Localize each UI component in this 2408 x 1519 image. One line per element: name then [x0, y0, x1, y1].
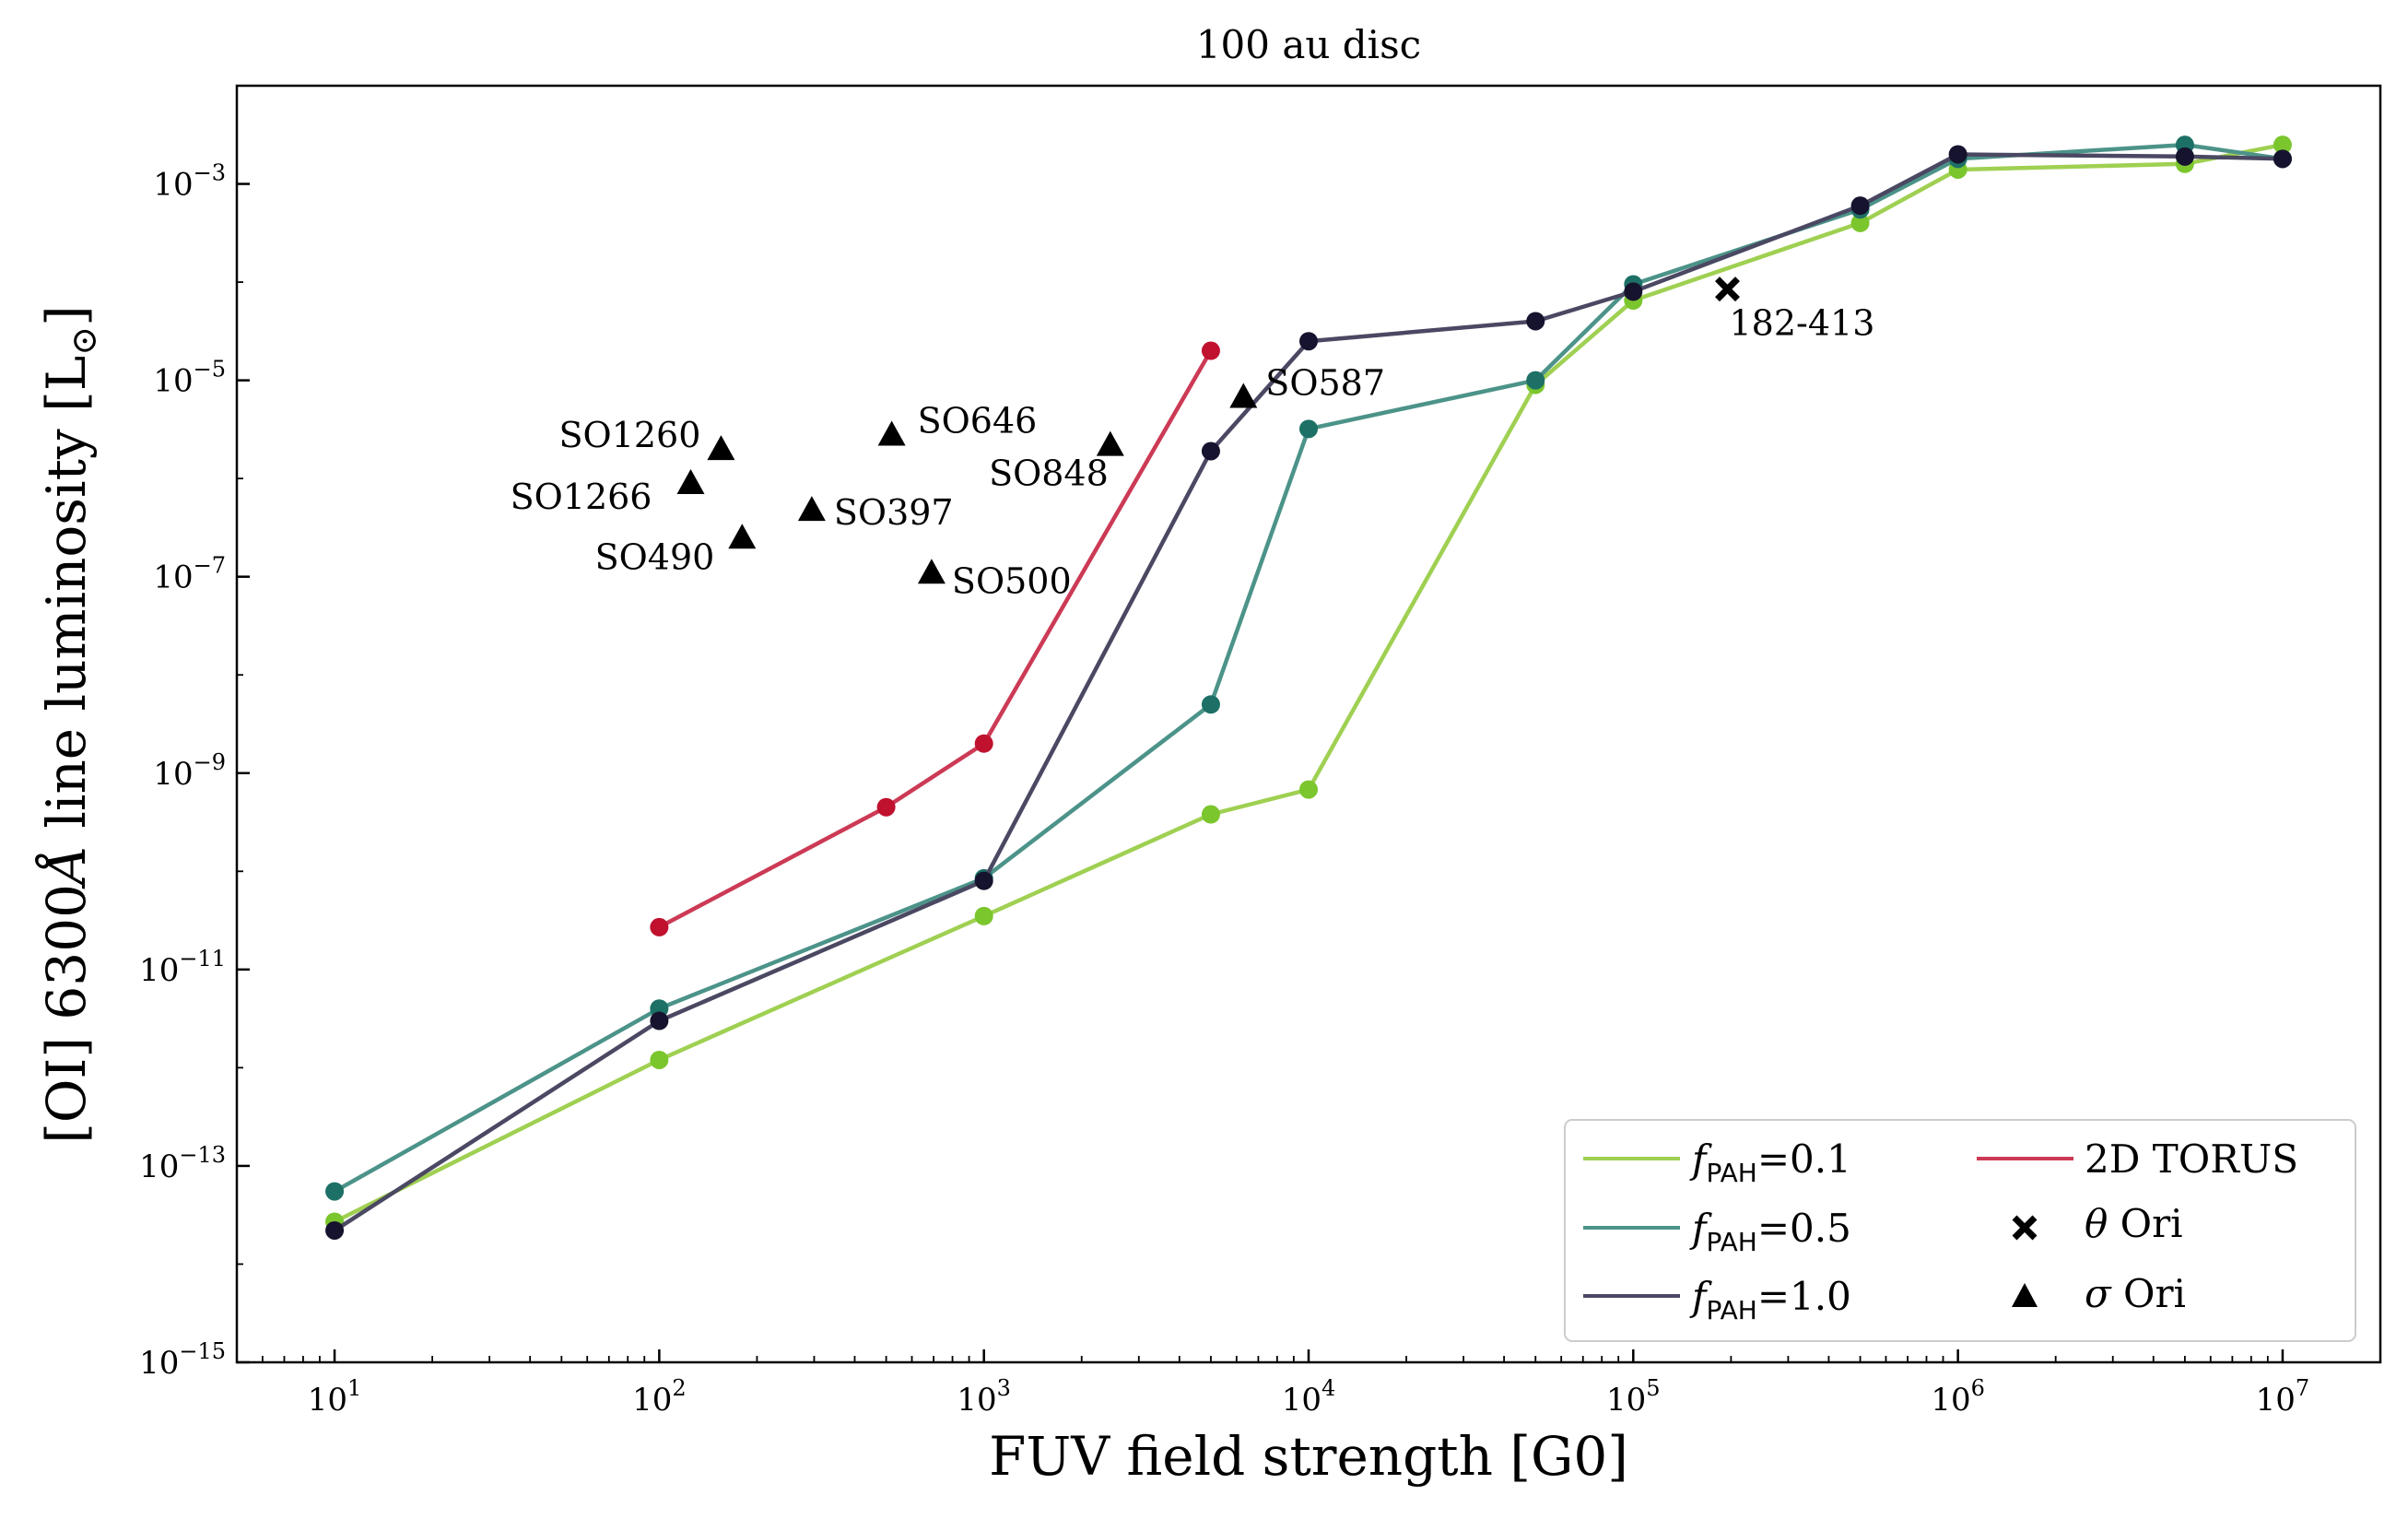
- y-axis-label: [OI] 6300Å line luminosity [L⊙]: [35, 305, 104, 1144]
- plot-frame: [235, 84, 2382, 1364]
- legend: fPAH=0.1 fPAH=0.5 fPAH=1.0 2D TORUS θ Or…: [1564, 1119, 2356, 1342]
- y-tick-label: 10−13: [139, 1142, 226, 1185]
- y-tick-label: 10−11: [139, 946, 226, 989]
- data-series: [325, 135, 2292, 1240]
- sigma-ori-marker: [877, 420, 906, 446]
- sigma-ori-label: SO397: [834, 492, 954, 533]
- y-tick-label: 10−7: [153, 553, 226, 596]
- y-tick-label: 10−3: [153, 160, 226, 204]
- series-point-torus: [974, 734, 993, 753]
- series-point-pah10: [1948, 145, 1968, 164]
- series-point-torus: [1201, 341, 1220, 360]
- x-tick-label: 107: [2256, 1375, 2310, 1419]
- series-point-pah01: [650, 1050, 669, 1069]
- theta-ori-label: 182-413: [1729, 303, 1874, 344]
- x-tick-label: 103: [957, 1375, 1011, 1419]
- series-point-pah05: [1526, 371, 1545, 390]
- legend-label-theta-ori: θ Ori: [2085, 1201, 2183, 1246]
- series-point-pah10: [1624, 282, 1643, 301]
- sigma-ori-label: SO646: [918, 401, 1038, 442]
- series-point-pah05: [1201, 695, 1220, 714]
- observation-points: 182-413 SO1260 SO1266 SO490 SO397 SO646 SO500 S…: [511, 277, 1874, 601]
- sigma-ori-label: SO848: [989, 453, 1109, 494]
- sigma-ori-label: SO500: [952, 560, 1072, 601]
- sigma-ori-label: SO1260: [559, 415, 701, 455]
- sigma-ori-marker: [676, 469, 705, 495]
- legend-label-pah01: fPAH=0.1: [1689, 1136, 1851, 1188]
- series-point-pah10: [325, 1220, 345, 1240]
- chart-title: 100 au disc: [1196, 22, 1421, 67]
- series-point-pah05: [1299, 419, 1318, 439]
- legend-marker-sigma-ori: [2012, 1283, 2038, 1307]
- series-line-torus: [658, 349, 1213, 929]
- x-tick-label: 105: [1606, 1375, 1661, 1419]
- theta-ori-marker: [1715, 277, 1740, 302]
- series-point-pah10: [2273, 149, 2292, 169]
- sigma-ori-marker: [1096, 430, 1124, 456]
- x-tick-label: 106: [1931, 1375, 1985, 1419]
- series-point-torus: [876, 797, 896, 817]
- sigma-ori-marker: [707, 435, 735, 461]
- sigma-ori-marker: [728, 524, 757, 549]
- series-point-torus: [650, 917, 669, 936]
- sigma-ori-marker: [797, 496, 826, 522]
- x-tick-label: 102: [632, 1375, 687, 1419]
- series-point-pah01: [2273, 135, 2292, 155]
- x-tick-label: 104: [1282, 1375, 1336, 1419]
- legend-label-torus: 2D TORUS: [2085, 1136, 2298, 1182]
- sigma-ori-marker: [917, 559, 946, 584]
- axis-ticks: 101 102 103 104 105 106 107 10−15 10−13 10−11 10−9…: [139, 85, 2381, 1419]
- series-point-pah01: [1299, 780, 1318, 799]
- sigma-ori-label: SO490: [595, 536, 715, 577]
- legend-label-sigma-ori: σ Ori: [2085, 1271, 2186, 1316]
- legend-label-pah10: fPAH=1.0: [1689, 1274, 1851, 1325]
- sigma-ori-label: SO1266: [511, 477, 652, 517]
- series-point-pah10: [1850, 196, 1870, 216]
- series-point-pah10: [974, 871, 993, 890]
- series-point-pah10: [1299, 332, 1318, 351]
- x-tick-label: 101: [308, 1375, 362, 1419]
- series-point-pah10: [2175, 147, 2194, 166]
- sigma-ori-label: SO587: [1265, 362, 1385, 403]
- series-point-pah10: [1526, 312, 1545, 331]
- sigma-ori-marker: [1229, 383, 1258, 408]
- legend-marker-theta-ori: [2012, 1215, 2038, 1241]
- series-point-pah01: [1850, 213, 1870, 232]
- legend-box: [1564, 1119, 2356, 1342]
- series-point-pah10: [1201, 442, 1220, 461]
- y-tick-label: 10−5: [153, 357, 226, 400]
- series-point-pah01: [974, 906, 993, 925]
- y-tick-label: 10−9: [153, 749, 226, 793]
- series-point-pah01: [1201, 805, 1220, 824]
- series-point-pah05: [325, 1182, 345, 1201]
- x-axis-label: FUV field strength [G0]: [989, 1425, 1628, 1488]
- y-tick-label: 10−15: [139, 1338, 226, 1382]
- series-point-pah10: [650, 1011, 669, 1030]
